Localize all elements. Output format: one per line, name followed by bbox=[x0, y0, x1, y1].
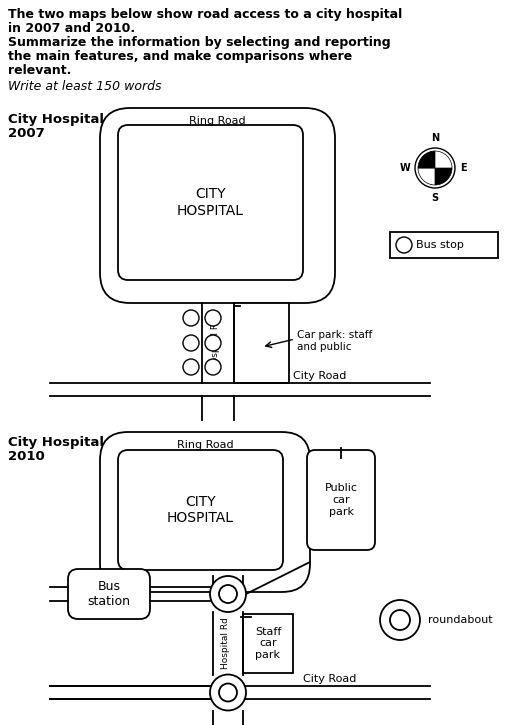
FancyBboxPatch shape bbox=[390, 232, 498, 258]
Text: Bus
station: Bus station bbox=[87, 580, 131, 608]
Text: City Hospital: City Hospital bbox=[8, 113, 104, 126]
Circle shape bbox=[390, 610, 410, 630]
Circle shape bbox=[396, 237, 412, 253]
FancyBboxPatch shape bbox=[307, 450, 375, 550]
Text: N: N bbox=[431, 133, 439, 143]
Wedge shape bbox=[418, 151, 435, 168]
Circle shape bbox=[205, 310, 221, 326]
Text: and public: and public bbox=[297, 342, 351, 352]
Circle shape bbox=[219, 585, 237, 603]
Text: S: S bbox=[432, 193, 439, 203]
Circle shape bbox=[380, 600, 420, 640]
Text: Ring Road: Ring Road bbox=[177, 440, 233, 450]
Circle shape bbox=[415, 148, 455, 188]
Text: relevant.: relevant. bbox=[8, 64, 71, 77]
FancyBboxPatch shape bbox=[243, 614, 293, 673]
Text: Bus stop: Bus stop bbox=[416, 240, 464, 250]
Text: the main features, and make comparisons where: the main features, and make comparisons … bbox=[8, 50, 352, 63]
Text: 2007: 2007 bbox=[8, 127, 45, 140]
Text: City Road: City Road bbox=[293, 371, 346, 381]
FancyBboxPatch shape bbox=[118, 125, 303, 280]
Text: Summarize the information by selecting and reporting: Summarize the information by selecting a… bbox=[8, 36, 390, 49]
Text: CITY
HOSPITAL: CITY HOSPITAL bbox=[177, 187, 244, 218]
Text: Write at least 150 words: Write at least 150 words bbox=[8, 80, 161, 93]
Text: E: E bbox=[460, 163, 467, 173]
Text: Public
car
park: Public car park bbox=[324, 484, 358, 517]
Text: roundabout: roundabout bbox=[428, 615, 492, 625]
Circle shape bbox=[205, 359, 221, 375]
Wedge shape bbox=[435, 151, 452, 168]
Text: 2010: 2010 bbox=[8, 450, 45, 463]
Text: in 2007 and 2010.: in 2007 and 2010. bbox=[8, 22, 135, 35]
Text: The two maps below show road access to a city hospital: The two maps below show road access to a… bbox=[8, 8, 402, 21]
FancyBboxPatch shape bbox=[234, 303, 289, 383]
Text: City Hospital: City Hospital bbox=[8, 436, 104, 449]
Wedge shape bbox=[418, 168, 435, 185]
Circle shape bbox=[219, 684, 237, 702]
Circle shape bbox=[183, 335, 199, 351]
Text: City Road: City Road bbox=[303, 674, 357, 684]
Text: Hospital Rd: Hospital Rd bbox=[222, 617, 231, 669]
Text: W: W bbox=[399, 163, 410, 173]
FancyBboxPatch shape bbox=[118, 450, 283, 570]
Text: Hospital Rd: Hospital Rd bbox=[212, 317, 221, 369]
Circle shape bbox=[210, 674, 246, 710]
Circle shape bbox=[183, 310, 199, 326]
Text: Car park: staff: Car park: staff bbox=[297, 330, 372, 340]
FancyBboxPatch shape bbox=[100, 108, 335, 303]
Text: Ring Road: Ring Road bbox=[189, 116, 246, 126]
Wedge shape bbox=[435, 168, 452, 185]
Circle shape bbox=[183, 359, 199, 375]
Text: CITY
HOSPITAL: CITY HOSPITAL bbox=[167, 495, 234, 525]
FancyBboxPatch shape bbox=[68, 569, 150, 619]
Circle shape bbox=[210, 576, 246, 612]
Circle shape bbox=[205, 335, 221, 351]
FancyBboxPatch shape bbox=[100, 432, 310, 592]
Text: Staff
car
park: Staff car park bbox=[255, 626, 281, 660]
